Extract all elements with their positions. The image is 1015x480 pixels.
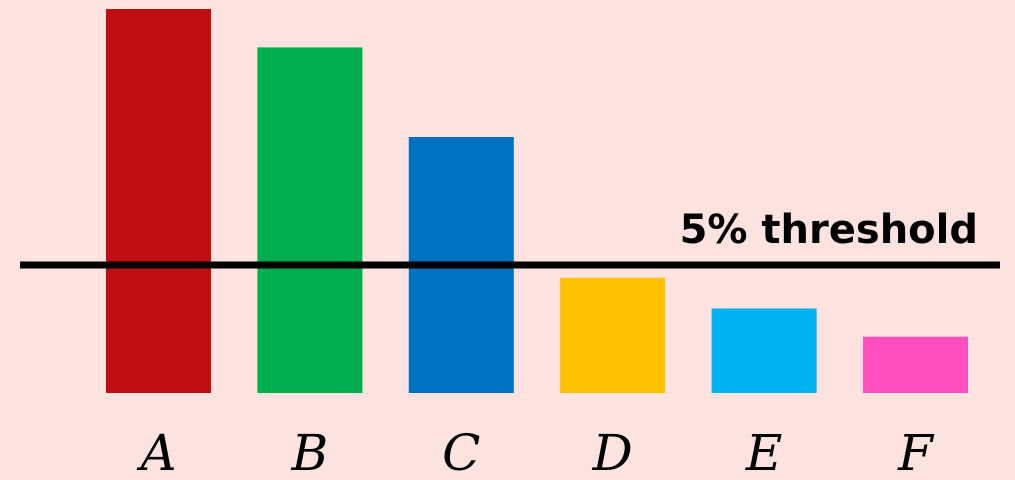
bar-e <box>711 308 817 393</box>
category-label-e: E <box>745 424 783 480</box>
bar-a <box>106 9 211 393</box>
category-label-f: F <box>897 424 935 480</box>
bars-layer <box>106 9 968 394</box>
category-label-d: D <box>592 424 633 480</box>
category-labels: A B C D E F <box>136 424 935 480</box>
category-label-c: C <box>442 424 480 480</box>
category-label-b: B <box>291 424 329 480</box>
category-label-a: A <box>136 424 176 480</box>
bar-d <box>560 277 666 393</box>
bar-f <box>863 336 968 393</box>
bar-b <box>257 47 363 394</box>
threshold-label: 5% threshold <box>680 207 978 253</box>
